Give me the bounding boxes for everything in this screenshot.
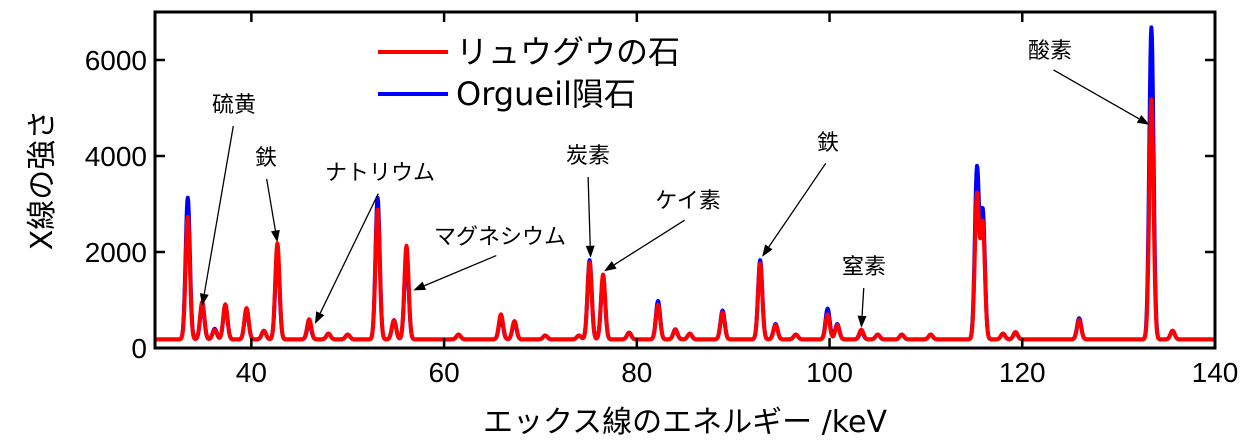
annotation-arrowhead: [314, 311, 325, 324]
y-axis: 0 2000 4000 6000: [85, 45, 1215, 364]
legend-entry-1: Orgueil隕石: [456, 75, 636, 113]
series-line-1: [153, 25, 1217, 342]
annotation-label: 鉄: [255, 146, 277, 171]
x-tick-label: 80: [621, 357, 652, 388]
annotation-arrowhead: [199, 293, 209, 306]
annotation-arrow: [203, 125, 234, 295]
annotation-arrow: [587, 176, 591, 246]
annotation-label: 炭素: [566, 144, 610, 169]
legend: リュウグウの石 Orgueil隕石: [378, 33, 680, 113]
annotation-label: マグネシウム: [434, 225, 566, 250]
annotation-arrow: [861, 287, 865, 316]
x-tick-label: 40: [236, 357, 267, 388]
annotation-arrow: [768, 162, 827, 248]
legend-entry-0: リュウグウの石: [456, 33, 680, 71]
x-tick-label: 100: [806, 357, 853, 388]
spectra-group: [153, 25, 1217, 342]
x-tick-label: 120: [999, 357, 1046, 388]
annotation-label: ケイ素: [655, 189, 721, 214]
annotation-arrow: [319, 193, 379, 314]
annotation-label: ナトリウム: [325, 161, 435, 186]
annotation-arrowhead: [1136, 114, 1150, 125]
y-tick-label: 4000: [85, 141, 147, 172]
annotation-arrow: [266, 178, 277, 231]
x-tick-label: 140: [1192, 357, 1239, 388]
annotation-label: 硫黄: [212, 93, 256, 118]
annotation-arrowhead: [762, 244, 773, 257]
y-tick-label: 6000: [85, 45, 147, 76]
x-axis: 40 60 80 100 120 140: [236, 12, 1239, 388]
annotation-arrowhead: [585, 245, 595, 258]
annotation-arrowhead: [857, 315, 867, 328]
x-tick-label: 60: [429, 357, 460, 388]
annotation-arrow: [1053, 69, 1140, 120]
x-axis-label: エックス線のエネルギー /keV: [483, 405, 888, 440]
annotation-arrowhead: [413, 281, 427, 291]
series-line-0: [153, 97, 1217, 342]
annotation-arrow: [613, 219, 685, 266]
annotation-arrow: [424, 254, 497, 287]
annotation-label: 鉄: [817, 131, 839, 156]
y-tick-label: 2000: [85, 237, 147, 268]
annotation-label: 酸素: [1028, 39, 1072, 64]
annotation-arrowhead: [270, 229, 280, 243]
annotation-label: 窒素: [842, 255, 886, 280]
y-axis-label: X線の強さ: [25, 110, 60, 251]
annotation-arrowhead: [604, 260, 617, 272]
plot-frame: [153, 10, 1217, 350]
y-tick-label: 0: [131, 333, 147, 364]
